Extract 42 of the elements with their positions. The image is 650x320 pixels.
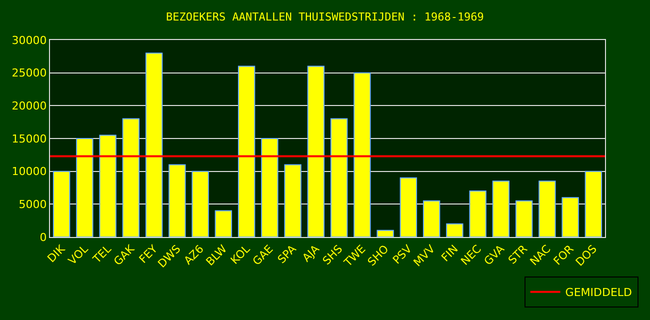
bar [469, 190, 486, 237]
bar [238, 66, 256, 237]
bar [515, 200, 533, 237]
bar [76, 138, 94, 237]
chart-title: BEZOEKERS AANTALLEN THUISWEDSTRIJDEN : 1968-1969 [166, 10, 484, 24]
x-tick-label: AJA [300, 242, 322, 265]
bar [52, 170, 70, 237]
bar [214, 210, 232, 237]
y-tick-label: 15000 [12, 132, 47, 146]
bar [192, 170, 209, 237]
x-tick-label: KOL [228, 242, 254, 267]
bar [307, 66, 325, 237]
bar [492, 180, 510, 237]
y-tick-label: 30000 [12, 34, 47, 47]
bar [446, 223, 464, 237]
bar [284, 164, 302, 237]
bar [400, 177, 418, 237]
x-tick-label: FIN [438, 242, 461, 264]
x-tick-label: GVA [482, 242, 508, 268]
bar [538, 180, 556, 237]
legend-label: GEMIDDELD [565, 286, 632, 300]
bar [376, 230, 394, 237]
x-tick-label: STR [506, 242, 530, 267]
y-tick-label: 20000 [12, 100, 47, 113]
bar [99, 134, 116, 237]
bar [122, 118, 140, 237]
x-tick-label: DIK [44, 242, 68, 266]
y-tick-label: 10000 [12, 165, 47, 178]
bar [145, 52, 163, 237]
x-tick-label: SPA [275, 242, 300, 266]
bar [422, 200, 440, 237]
y-tick-label: 25000 [12, 66, 47, 80]
x-tick-label: TEL [90, 242, 114, 266]
bar [168, 164, 186, 237]
bar [354, 72, 371, 237]
y-tick-label: 5000 [18, 198, 47, 212]
bar [261, 138, 278, 237]
bar [330, 118, 348, 237]
y-tick-label: 0 [40, 230, 47, 244]
x-tick-label: VOL [66, 242, 92, 268]
bar [584, 170, 602, 237]
bar [562, 197, 579, 237]
